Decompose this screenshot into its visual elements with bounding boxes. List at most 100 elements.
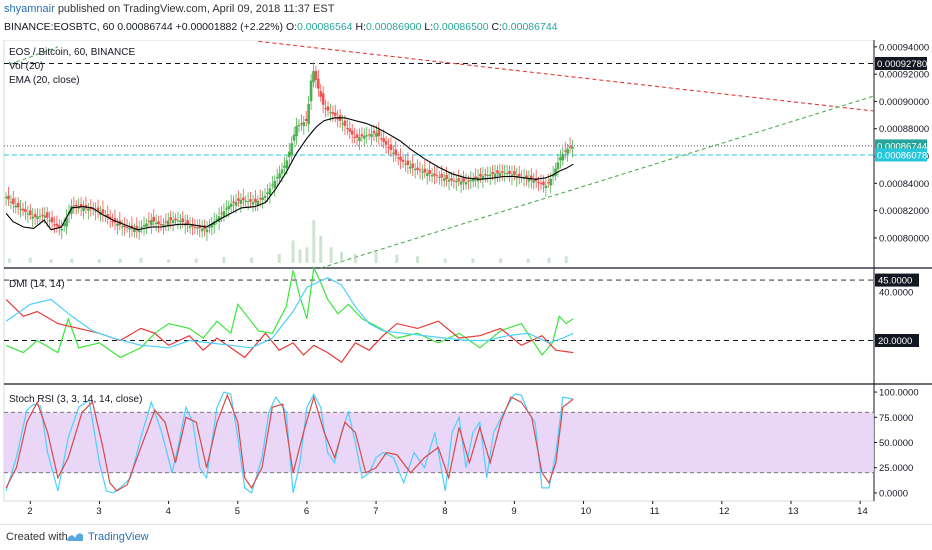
volume-bar <box>547 257 551 263</box>
trend-line-resistance <box>258 40 875 112</box>
candle-body <box>486 174 490 176</box>
candle-body <box>346 127 349 129</box>
candle-body <box>251 202 255 205</box>
candle-body <box>53 224 56 226</box>
candle-body <box>394 149 398 156</box>
candle-body <box>82 208 85 212</box>
candle-body <box>355 134 359 138</box>
chart-area[interactable]: EOS / Bitcoin, 60, BINANCE Vol (20) EMA (2… <box>0 40 932 524</box>
candle-body <box>445 174 448 179</box>
volume-bar <box>139 257 143 263</box>
candle-body <box>413 168 417 171</box>
ema-indicator-label: EMA (20, close) <box>9 75 80 86</box>
volume-bar <box>97 259 101 263</box>
candle-body <box>561 154 565 161</box>
candle-body <box>108 216 112 220</box>
candle-body <box>215 218 218 220</box>
candle-body <box>38 215 42 217</box>
volume-bar <box>319 236 323 263</box>
price-axis-tick-label: 0.00084000 <box>879 179 929 190</box>
candle-body <box>19 208 22 210</box>
candle-body <box>568 146 572 148</box>
candle-body <box>234 201 238 206</box>
candle-body <box>384 141 388 145</box>
candle-body <box>140 226 143 228</box>
candle-body <box>36 216 39 219</box>
candle-body <box>188 225 192 228</box>
candle-body <box>60 228 64 231</box>
candle-body <box>304 118 308 121</box>
candle-body <box>396 157 400 159</box>
price-label-text: 0.00092780 <box>877 59 927 70</box>
candle-body <box>193 226 197 228</box>
chart-canvas[interactable]: EOS / Bitcoin, 60, BINANCE Vol (20) EMA (2… <box>0 40 932 524</box>
tradingview-link[interactable]: TradingView <box>88 531 149 543</box>
stoch-rsi-series-k <box>5 391 574 494</box>
candle-body <box>300 123 303 125</box>
dmi-level-label-box <box>875 273 919 287</box>
open-label: O: <box>285 21 298 33</box>
chart-header: shyamnair published on TradingView.com, … <box>0 0 932 40</box>
candle-body <box>406 160 410 166</box>
tradingview-logo-icon[interactable] <box>66 530 84 544</box>
candle-body <box>142 225 146 227</box>
candle-body <box>48 220 51 222</box>
candle-body <box>379 138 383 140</box>
candle-body <box>428 169 431 174</box>
candle-body <box>418 169 422 171</box>
candle-body <box>94 210 97 212</box>
candle-body <box>464 181 468 185</box>
candle-body <box>452 180 456 182</box>
candle-body <box>16 202 20 208</box>
candle-body <box>152 216 156 222</box>
candle-body <box>433 173 436 176</box>
candle-body <box>532 180 536 183</box>
candle-body <box>96 207 100 212</box>
volume-bar <box>70 258 74 263</box>
volume-bar <box>564 256 568 263</box>
candle-body <box>389 144 393 151</box>
x-axis-tick-label: 13 <box>788 506 799 517</box>
dmi-level-label-text: 20.0000 <box>878 336 912 347</box>
candle-body <box>106 214 110 218</box>
price-axis-tick-label: 0.00092000 <box>879 70 929 81</box>
candle-body <box>41 214 44 216</box>
volume-bar <box>526 258 530 263</box>
candle-body <box>239 199 243 204</box>
candle-body <box>408 166 412 169</box>
stoch-axis-tick-label: 50.0000 <box>879 438 913 449</box>
candle-body <box>370 134 373 137</box>
ohlc-line: BINANCE:EOSBTC, 60 0.00086744 +0.0000188… <box>4 21 558 33</box>
candle-body <box>336 118 339 120</box>
candle-body <box>430 174 434 177</box>
price-label-box <box>875 56 927 70</box>
candle-body <box>353 136 356 138</box>
candle-body <box>70 206 73 214</box>
volume-bar <box>416 256 420 263</box>
author-link[interactable]: shyamnair <box>4 3 55 15</box>
stoch-axis-tick-label: 0.0000 <box>879 488 908 499</box>
volume-bar <box>305 247 309 263</box>
candle-body <box>421 171 424 173</box>
x-axis-tick-label: 4 <box>166 506 171 517</box>
candle-body <box>181 218 185 223</box>
candle-body <box>222 211 226 217</box>
candle-body <box>542 181 545 185</box>
candle-body <box>312 71 315 83</box>
candle-body <box>467 180 470 182</box>
candle-body <box>401 159 405 162</box>
open-value: 0.00086564 <box>297 21 353 33</box>
volume-bar <box>471 258 475 263</box>
candle-body <box>133 229 136 233</box>
candle-body <box>150 220 153 226</box>
stoch-rsi-band <box>4 412 874 473</box>
dmi-panel-title: DMI (14, 14) <box>9 279 65 290</box>
candle-body <box>481 175 485 180</box>
candle-body <box>162 224 165 227</box>
symbol-label: BINANCE:EOSBTC, 60 <box>4 21 115 33</box>
candle-body <box>556 162 560 170</box>
candle-body <box>360 134 364 137</box>
candle-body <box>350 130 354 135</box>
candle-body <box>62 223 66 226</box>
candle-body <box>447 179 451 182</box>
